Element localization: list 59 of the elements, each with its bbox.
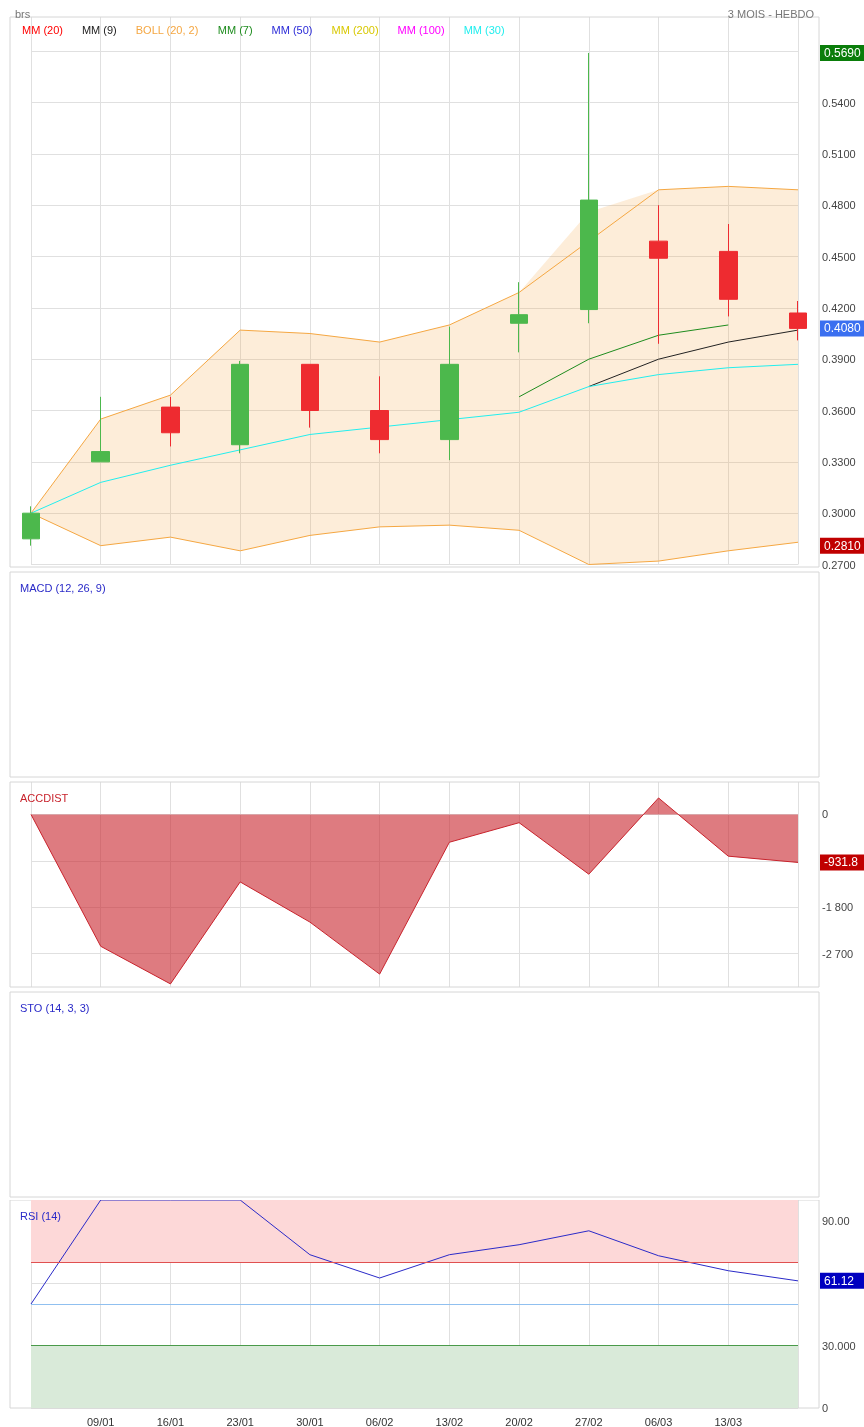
x-tick-label: 20/02 [505, 1415, 533, 1427]
text: -931.8 [824, 855, 859, 870]
candlestick [789, 300, 807, 341]
text: STO (14, 3, 3) [20, 1001, 90, 1014]
y-tick-label: 0.5400 [822, 96, 856, 109]
text: MACD (12, 26, 9) [20, 581, 106, 594]
x-tick-label: 06/03 [644, 1415, 673, 1427]
text: 0.2810 [824, 538, 862, 553]
text: MM (7) [217, 23, 253, 36]
x-tick-label: 13/02 [435, 1415, 464, 1427]
candlestick [22, 505, 40, 547]
y-tick-label: 0.2700 [822, 558, 856, 571]
x-tick-label: 13/03 [714, 1415, 743, 1427]
y-tick-label: 0.4500 [822, 250, 856, 263]
text: ACCDIST [20, 791, 69, 804]
y-tick-label: 0.5100 [822, 147, 856, 160]
line-series [30, 363, 799, 514]
text: 61.12 [824, 1273, 855, 1288]
x-tick-label: 23/01 [226, 1415, 254, 1427]
text: MM (30) [463, 23, 505, 36]
legend-label: MM (20) [22, 23, 63, 36]
candlestick [440, 326, 459, 461]
text: 0.5690 [824, 45, 862, 60]
chart-title: brs [15, 7, 31, 20]
x-tick-label: 06/02 [365, 1415, 394, 1427]
text: RSI (14) [20, 1209, 61, 1222]
candlestick [301, 363, 319, 429]
candlestick [231, 360, 249, 454]
candlestick [719, 223, 738, 317]
y-tick-label: 0 [822, 808, 829, 821]
legend-label: MM (100) [397, 23, 445, 36]
legend-label: MM (50) [271, 23, 313, 36]
candlestick [649, 204, 668, 345]
x-tick-label: 27/02 [575, 1415, 603, 1427]
candlestick [161, 396, 180, 447]
line-series [518, 324, 729, 398]
y-tick-label: 0 [822, 1402, 829, 1414]
y-tick-label: 0.3600 [822, 404, 856, 417]
candlestick [510, 281, 528, 353]
y-tick-label: 0.4200 [822, 301, 856, 314]
x-tick-label: 16/01 [156, 1415, 185, 1427]
candlestick [370, 375, 389, 454]
y-tick-label: 0.4800 [822, 199, 856, 212]
y-tick-label: -1 800 [822, 901, 854, 914]
y-tick-label: 0.3000 [822, 507, 856, 520]
y-tick-label: 90.00 [822, 1214, 850, 1227]
y-tick-label: 0.3300 [822, 455, 856, 468]
x-tick-label: 09/01 [86, 1415, 115, 1427]
y-tick-label: 30.000 [822, 1339, 856, 1352]
y-tick-label: 0.3900 [822, 353, 856, 366]
text: BOLL (20, 2) [135, 23, 199, 36]
candlestick [91, 396, 110, 463]
text: MM (9) [81, 23, 117, 36]
x-tick-label: 30/01 [296, 1415, 324, 1427]
y-tick-label: -2 700 [822, 947, 854, 960]
text: 0.4080 [824, 321, 862, 336]
legend-label: MM (200) [331, 23, 379, 36]
chart-subtitle: 3 MOIS - HEBDO [727, 7, 815, 20]
line-series [588, 329, 799, 388]
